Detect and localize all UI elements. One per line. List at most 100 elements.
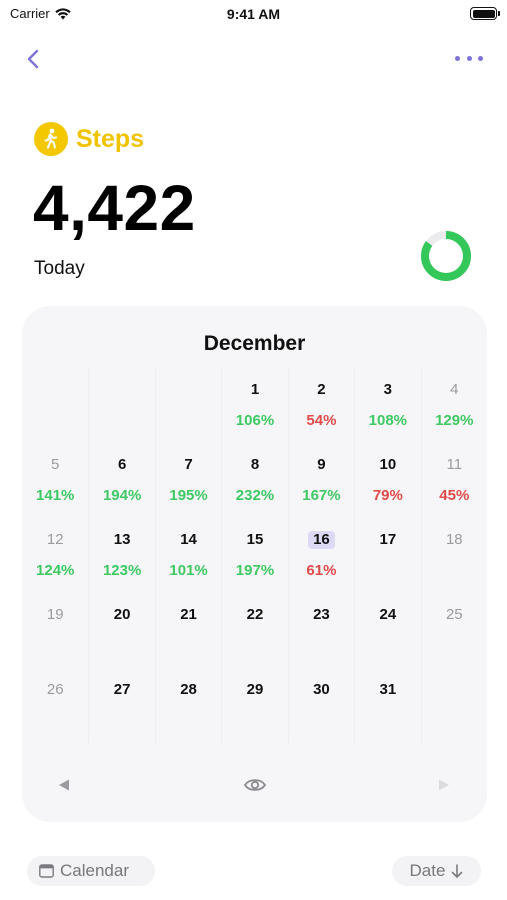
calendar-day-cell[interactable]: 25: [420, 593, 487, 668]
day-number: 26: [46, 681, 64, 698]
calendar-icon: [39, 864, 54, 878]
day-number: 11: [446, 456, 463, 473]
day-number: 23: [313, 606, 330, 623]
wifi-icon: [55, 7, 71, 19]
back-button[interactable]: [22, 46, 46, 72]
calendar-day-cell[interactable]: 7 195%: [154, 443, 221, 518]
carrier-label: Carrier: [10, 6, 50, 21]
month-title: December: [203, 332, 306, 355]
calendar-day-cell[interactable]: 18: [420, 518, 487, 593]
calendar-day-cell[interactable]: 21: [154, 593, 221, 668]
day-number: [449, 681, 459, 699]
day-number: 4: [450, 381, 459, 398]
calendar-day-cell[interactable]: 17: [354, 518, 420, 593]
goal-percentage: 106%: [235, 412, 275, 429]
day-number: [184, 381, 194, 399]
calendar-day-cell[interactable]: 29: [221, 668, 287, 743]
day-number: 14: [180, 531, 197, 548]
calendar-day-cell[interactable]: 13 123%: [88, 518, 154, 593]
calendar-day-cell[interactable]: 22: [221, 593, 287, 668]
calendar-day-cell[interactable]: 23: [287, 593, 354, 668]
goal-percentage: 101%: [169, 562, 208, 579]
day-number: 13: [113, 531, 131, 548]
ellipsis-icon: [455, 55, 460, 61]
calendar-day-cell[interactable]: 5 141%: [22, 443, 88, 518]
calendar-day-cell[interactable]: 16 61%: [287, 518, 354, 593]
day-number: 25: [445, 606, 463, 623]
calendar-day-cell[interactable]: 8 232%: [221, 443, 287, 518]
day-number: 3: [383, 381, 393, 398]
calendar-day-cell[interactable]: 31: [354, 668, 420, 743]
goal-percentage: 124%: [36, 562, 75, 579]
day-number: 29: [246, 681, 264, 698]
calendar-day-cell[interactable]: 9 167%: [287, 443, 354, 518]
carrier-info: Carrier: [10, 6, 71, 21]
calendar-empty-cell: [22, 368, 88, 443]
battery-icon: [470, 7, 500, 20]
calendar-day-cell[interactable]: 24: [354, 593, 420, 668]
calendar-day-cell[interactable]: 6 194%: [88, 443, 154, 518]
goal-percentage: 129%: [435, 412, 474, 429]
day-number: 9: [317, 456, 326, 473]
walking-person-icon: [34, 122, 68, 156]
triangle-left-icon: [59, 779, 69, 791]
goal-percentage: 79%: [372, 487, 403, 504]
goal-percentage: 194%: [102, 487, 142, 504]
period-label: Today: [34, 258, 85, 279]
triangle-right-icon: [439, 779, 449, 791]
goal-percentage: 123%: [102, 562, 142, 579]
day-number: 1: [250, 381, 260, 398]
calendar-day-cell[interactable]: 30: [287, 668, 354, 743]
calendar-day-cell[interactable]: 15 197%: [221, 518, 287, 593]
calendar-card: December 1 106% 2 54% 3 108% 4 129% 5 141% 6 194% 7 1…: [22, 306, 487, 822]
day-number: 12: [46, 531, 64, 548]
day-number: 28: [180, 681, 197, 698]
metric-title: Steps: [76, 124, 145, 153]
day-number: 22: [246, 606, 264, 623]
calendar-controls: [22, 748, 487, 822]
day-number: 24: [379, 606, 397, 623]
goal-percentage: 141%: [36, 487, 75, 504]
step-count-value: 4,422: [33, 172, 196, 244]
day-number: 27: [113, 681, 131, 698]
calendar-day-cell[interactable]: 20: [88, 593, 154, 668]
goal-percentage: 167%: [302, 487, 341, 504]
day-number: [50, 381, 60, 399]
goal-percentage: 54%: [306, 412, 337, 429]
calendar-day-cell[interactable]: 10 79%: [354, 443, 420, 518]
day-number: 17: [379, 531, 397, 548]
calendar-day-cell[interactable]: 1 106%: [221, 368, 287, 443]
goal-percentage: 45%: [439, 487, 470, 504]
calendar-view-button[interactable]: Calendar: [27, 856, 155, 886]
more-options-button[interactable]: [455, 48, 483, 68]
day-number: 30: [313, 681, 330, 698]
calendar-day-cell[interactable]: 19: [22, 593, 88, 668]
goal-percentage: 61%: [306, 562, 337, 579]
calendar-day-cell[interactable]: 2 54%: [287, 368, 354, 443]
calendar-day-cell[interactable]: 12 124%: [22, 518, 88, 593]
calendar-day-cell[interactable]: 4 129%: [420, 368, 487, 443]
calendar-empty-cell: [420, 668, 487, 743]
calendar-view-label: Calendar: [60, 861, 129, 880]
goal-percentage: 108%: [368, 412, 408, 429]
day-number: 19: [46, 606, 64, 623]
sort-by-date-button[interactable]: Date: [392, 856, 481, 886]
calendar-day-cell[interactable]: 28: [154, 668, 221, 743]
day-number: 2: [317, 381, 326, 398]
day-number: 31: [379, 681, 397, 698]
toggle-visibility-button[interactable]: [243, 776, 267, 794]
goal-percentage: 232%: [235, 487, 275, 504]
next-month-button[interactable]: [436, 778, 452, 792]
previous-month-button[interactable]: [56, 778, 72, 792]
calendar-day-cell[interactable]: 3 108%: [354, 368, 420, 443]
goal-progress-ring: [421, 231, 471, 281]
calendar-day-cell[interactable]: 14 101%: [154, 518, 221, 593]
day-number: [117, 381, 127, 399]
calendar-empty-cell: [154, 368, 221, 443]
sort-label: Date: [409, 861, 446, 880]
calendar-day-cell[interactable]: 11 45%: [420, 443, 487, 518]
calendar-grid: 1 106% 2 54% 3 108% 4 129% 5 141% 6 194% 7 195% 8 232% 9…: [22, 368, 487, 748]
day-number: 6: [117, 456, 127, 473]
calendar-day-cell[interactable]: 27: [88, 668, 154, 743]
calendar-day-cell[interactable]: 26: [22, 668, 88, 743]
